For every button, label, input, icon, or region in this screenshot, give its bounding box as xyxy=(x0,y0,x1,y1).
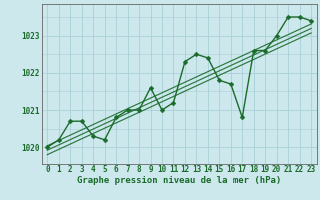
X-axis label: Graphe pression niveau de la mer (hPa): Graphe pression niveau de la mer (hPa) xyxy=(77,176,281,185)
